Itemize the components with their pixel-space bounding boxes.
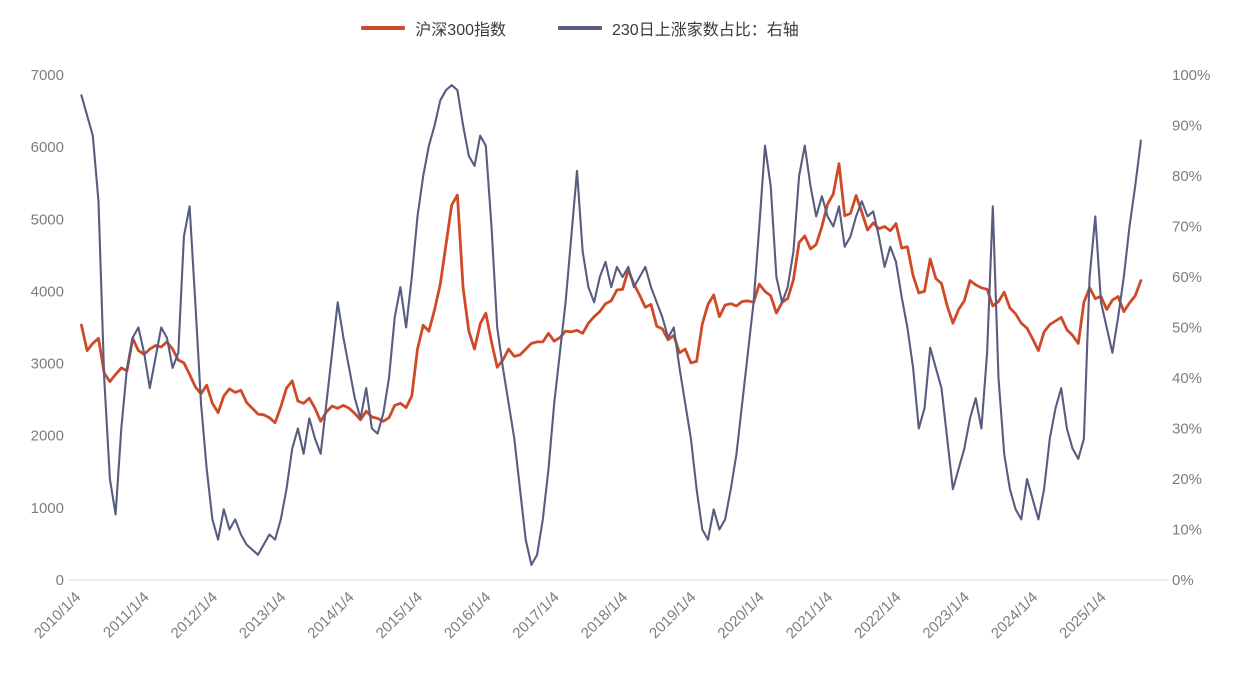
svg-text:6000: 6000 bbox=[31, 139, 64, 156]
svg-text:5000: 5000 bbox=[31, 211, 64, 228]
svg-text:100%: 100% bbox=[1172, 67, 1210, 84]
svg-text:2023/1/4: 2023/1/4 bbox=[920, 589, 973, 642]
svg-text:2022/1/4: 2022/1/4 bbox=[851, 589, 904, 642]
legend-label-advance-ratio: 230日上涨家数占比：右轴 bbox=[612, 22, 799, 39]
svg-text:2015/1/4: 2015/1/4 bbox=[373, 589, 426, 642]
svg-text:2013/1/4: 2013/1/4 bbox=[236, 589, 289, 642]
svg-text:70%: 70% bbox=[1172, 219, 1202, 236]
svg-text:2021/1/4: 2021/1/4 bbox=[783, 589, 836, 642]
svg-text:2019/1/4: 2019/1/4 bbox=[646, 589, 699, 642]
svg-text:0%: 0% bbox=[1172, 572, 1194, 589]
svg-text:7000: 7000 bbox=[31, 67, 64, 84]
svg-text:80%: 80% bbox=[1172, 168, 1202, 185]
svg-text:90%: 90% bbox=[1172, 118, 1202, 135]
svg-text:2024/1/4: 2024/1/4 bbox=[988, 589, 1041, 642]
svg-text:20%: 20% bbox=[1172, 471, 1202, 488]
svg-text:2012/1/4: 2012/1/4 bbox=[168, 589, 221, 642]
svg-text:2020/1/4: 2020/1/4 bbox=[714, 589, 767, 642]
advance-ratio-line-swatch bbox=[558, 26, 602, 30]
svg-text:50%: 50% bbox=[1172, 320, 1202, 337]
svg-text:2011/1/4: 2011/1/4 bbox=[100, 589, 153, 642]
svg-text:2017/1/4: 2017/1/4 bbox=[509, 589, 562, 642]
csi300-line-swatch bbox=[361, 26, 406, 30]
svg-text:1000: 1000 bbox=[31, 500, 64, 517]
svg-text:10%: 10% bbox=[1172, 522, 1202, 539]
svg-text:0: 0 bbox=[56, 572, 64, 589]
legend-item-csi300: 沪深300指数 bbox=[361, 16, 506, 40]
svg-text:40%: 40% bbox=[1172, 370, 1202, 387]
svg-text:2018/1/4: 2018/1/4 bbox=[578, 589, 631, 642]
legend-item-advance-ratio: 230日上涨家数占比：右轴 bbox=[558, 16, 799, 40]
svg-text:4000: 4000 bbox=[31, 283, 64, 300]
svg-text:2016/1/4: 2016/1/4 bbox=[441, 589, 494, 642]
svg-text:60%: 60% bbox=[1172, 269, 1202, 286]
svg-text:3000: 3000 bbox=[31, 356, 64, 373]
legend-label-csi300: 沪深300指数 bbox=[415, 22, 506, 39]
svg-text:2010/1/4: 2010/1/4 bbox=[31, 589, 84, 642]
svg-text:2025/1/4: 2025/1/4 bbox=[1056, 589, 1109, 642]
svg-text:2000: 2000 bbox=[31, 428, 64, 445]
svg-text:30%: 30% bbox=[1172, 421, 1202, 438]
svg-text:2014/1/4: 2014/1/4 bbox=[304, 589, 357, 642]
legend: 沪深300指数 230日上涨家数占比：右轴 bbox=[0, 16, 1160, 40]
